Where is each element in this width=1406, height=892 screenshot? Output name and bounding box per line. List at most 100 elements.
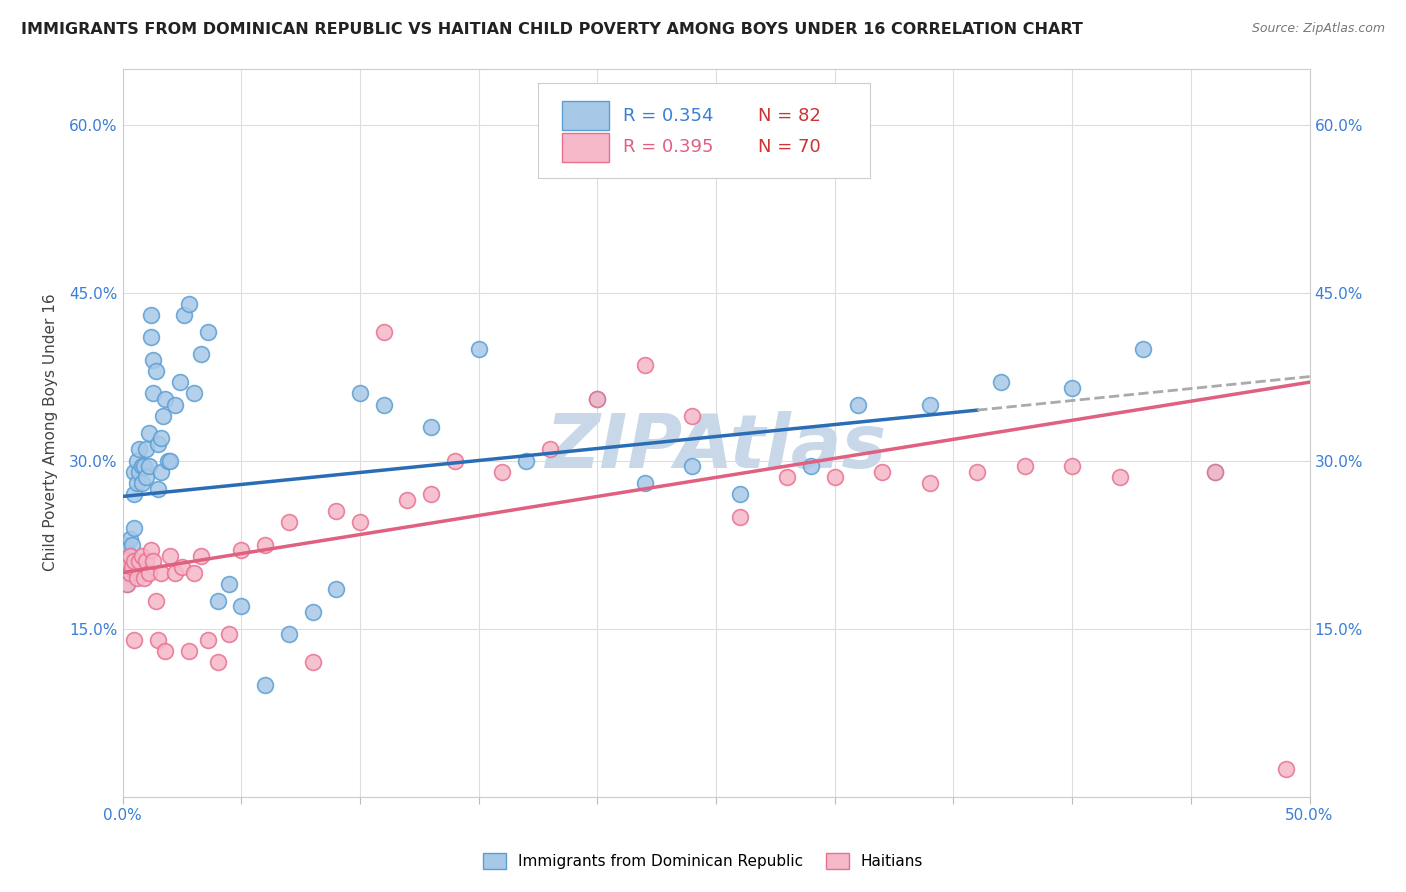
Point [132, 459, 155, 474]
Point [177, 297, 200, 311]
Point [142, 352, 165, 367]
Point [1204, 465, 1226, 479]
Point [586, 392, 609, 406]
Point [118, 566, 141, 580]
Point [138, 425, 160, 440]
Point [800, 459, 823, 474]
Point [149, 431, 172, 445]
Text: ZIPAtlas: ZIPAtlas [546, 410, 887, 483]
Point [121, 554, 143, 568]
Text: Source: ZipAtlas.com: Source: ZipAtlas.com [1251, 22, 1385, 36]
Point [197, 632, 219, 647]
Point [142, 554, 165, 568]
Point [128, 465, 150, 479]
Point [325, 504, 347, 518]
Point [118, 532, 141, 546]
Point [218, 627, 240, 641]
Point [124, 554, 146, 568]
Point [824, 470, 846, 484]
Point [149, 566, 172, 580]
Point [117, 543, 139, 558]
Point [1062, 381, 1084, 395]
Point [163, 398, 186, 412]
Point [138, 566, 160, 580]
Point [634, 359, 657, 373]
Point [197, 325, 219, 339]
Point [183, 566, 205, 580]
Point [373, 398, 395, 412]
Point [148, 632, 170, 647]
Point [183, 386, 205, 401]
Point [125, 453, 148, 467]
Point [253, 538, 276, 552]
Point [121, 538, 143, 552]
Point [124, 632, 146, 647]
Y-axis label: Child Poverty Among Boys Under 16: Child Poverty Among Boys Under 16 [44, 293, 58, 572]
Point [132, 571, 155, 585]
Point [420, 420, 443, 434]
Point [121, 560, 143, 574]
Point [114, 554, 136, 568]
Point [349, 515, 371, 529]
Point [159, 453, 181, 467]
Point [139, 308, 162, 322]
Text: R = 0.354: R = 0.354 [623, 107, 714, 125]
Point [135, 470, 157, 484]
Point [420, 487, 443, 501]
Point [128, 554, 150, 568]
FancyBboxPatch shape [538, 83, 870, 178]
Point [467, 342, 489, 356]
Point [118, 549, 141, 563]
Point [277, 515, 299, 529]
Point [231, 599, 253, 614]
Point [124, 465, 146, 479]
Point [681, 409, 703, 423]
Point [190, 347, 212, 361]
Point [117, 554, 139, 568]
Point [159, 549, 181, 563]
Point [848, 398, 870, 412]
Point [1132, 342, 1154, 356]
Point [148, 437, 170, 451]
Point [918, 475, 941, 490]
Point [190, 549, 212, 563]
Point [135, 554, 157, 568]
Point [135, 442, 157, 457]
Point [990, 375, 1012, 389]
Text: IMMIGRANTS FROM DOMINICAN REPUBLIC VS HAITIAN CHILD POVERTY AMONG BOYS UNDER 16 : IMMIGRANTS FROM DOMINICAN REPUBLIC VS HA… [21, 22, 1083, 37]
Point [131, 475, 153, 490]
Point [114, 566, 136, 580]
Point [139, 330, 162, 344]
Point [149, 465, 172, 479]
Point [139, 543, 162, 558]
Point [918, 398, 941, 412]
Point [301, 655, 323, 669]
Point [152, 409, 174, 423]
Point [491, 465, 513, 479]
Point [125, 571, 148, 585]
Point [1274, 762, 1296, 776]
Point [776, 470, 799, 484]
Point [515, 453, 537, 467]
Point [117, 577, 139, 591]
Point [870, 465, 893, 479]
Point [231, 543, 253, 558]
Point [155, 644, 177, 658]
Bar [562, 102, 609, 130]
Point [444, 453, 467, 467]
Point [1108, 470, 1130, 484]
Legend: Immigrants from Dominican Republic, Haitians: Immigrants from Dominican Republic, Hait… [477, 847, 929, 875]
Point [681, 459, 703, 474]
Point [125, 475, 148, 490]
Point [207, 655, 229, 669]
Point [148, 482, 170, 496]
Point [145, 364, 167, 378]
Point [728, 487, 751, 501]
Point [131, 459, 153, 474]
Point [396, 492, 419, 507]
Point [177, 644, 200, 658]
Point [277, 627, 299, 641]
Point [169, 375, 191, 389]
Point [1014, 459, 1036, 474]
Point [966, 465, 988, 479]
